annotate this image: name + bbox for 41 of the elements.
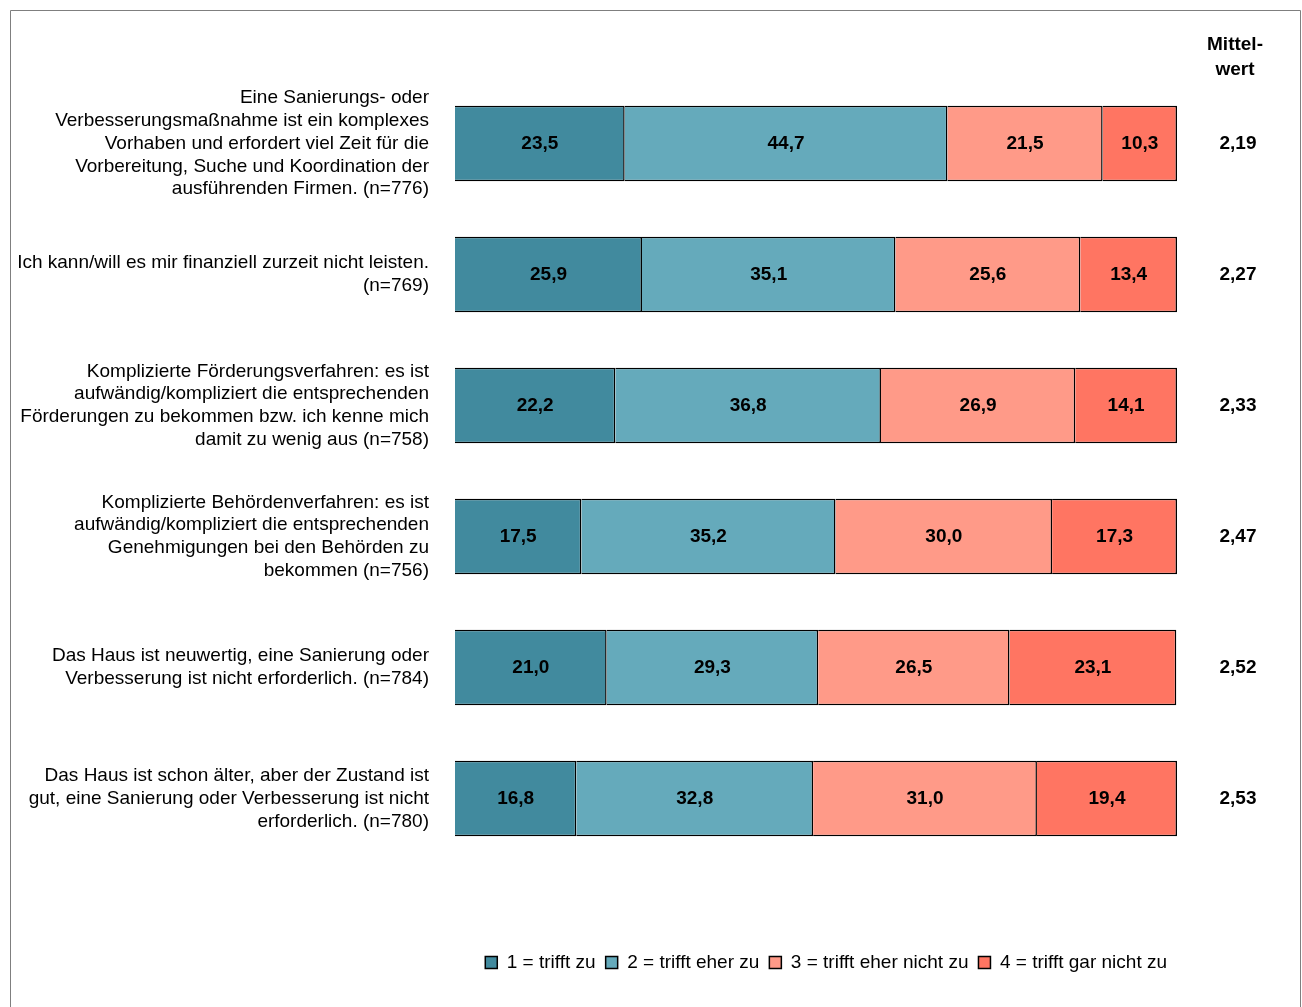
data-label: 25,6	[969, 262, 1007, 284]
y-tick-label: Das Haus ist schon älter, aber der Zustand ist gut, eine Sanierung oder Verbesserung ist nicht erforderlich. (n=780)	[28, 763, 430, 831]
data-label: 10,3	[1121, 131, 1159, 153]
text: 2,19	[1219, 131, 1257, 153]
data-label: 30,0	[925, 524, 963, 546]
text: 2,52	[1219, 655, 1257, 677]
data-label: 26,9	[959, 393, 997, 415]
data-label: 36,8	[729, 393, 767, 415]
data-label: 32,8	[676, 786, 714, 808]
data-label: 17,3	[1096, 524, 1134, 546]
data-label: 35,1	[750, 262, 788, 284]
text: 2,47	[1219, 524, 1257, 546]
data-label: 16,8	[497, 786, 535, 808]
data-label: 26,5	[895, 655, 933, 677]
y-tick-label: Das Haus ist neuwertig, eine Sanierung oder Verbesserung ist nicht erforderlich. (n=784)	[51, 644, 430, 689]
legend-label: 2 = trifft eher zu	[627, 950, 760, 972]
data-label: 29,3	[693, 655, 731, 677]
data-label: 22,2	[516, 393, 554, 415]
text: 2,33	[1219, 393, 1257, 415]
text: 2,27	[1219, 262, 1257, 284]
data-label: 44,7	[767, 131, 805, 153]
data-label: 13,4	[1110, 262, 1148, 284]
data-label: 17,5	[499, 524, 538, 546]
y-tick-label: Komplizierte Förderungsverfahren: es ist aufwändig/kompliziert die entsprechenden Förderungen zu bekommen bzw. ich kenne mich damit zu wenig aus (n=758)	[20, 359, 430, 449]
data-label: 19,4	[1088, 786, 1126, 808]
data-label: 14,1	[1107, 393, 1146, 415]
data-label: 21,0	[512, 655, 550, 677]
data-label: 23,5	[521, 131, 559, 153]
y-tick-label: Eine Sanierungs- oder Verbesserungsmaßnahme ist ein komplexes Vorhaben und erfordert viel Zeit für die Vorbereitung, Suche und Koordination der ausführenden Firmen. (n=776)	[55, 86, 430, 199]
legend-label: 3 = trifft eher nicht zu	[790, 950, 969, 972]
data-label: 21,5	[1006, 131, 1044, 153]
y-tick-label: Komplizierte Behördenverfahren: es ist aufwändig/kompliziert die entsprechenden Genehmigungen bei den Behörden zu bekommen (n=756)	[74, 490, 430, 580]
text: 2,53	[1219, 786, 1257, 808]
legend-label: 1 = trifft zu	[506, 950, 596, 972]
y-tick-label: Ich kann/will es mir finanziell zurzeit nicht leisten. (n=769)	[17, 251, 429, 296]
data-label: 23,1	[1074, 655, 1112, 677]
data-label: 31,0	[906, 786, 944, 808]
legend-label: 4 = trifft gar nicht zu	[999, 950, 1168, 972]
text: Mittel-wert	[1207, 33, 1263, 80]
data-label: 35,2	[689, 524, 727, 546]
data-label: 25,9	[530, 262, 567, 284]
